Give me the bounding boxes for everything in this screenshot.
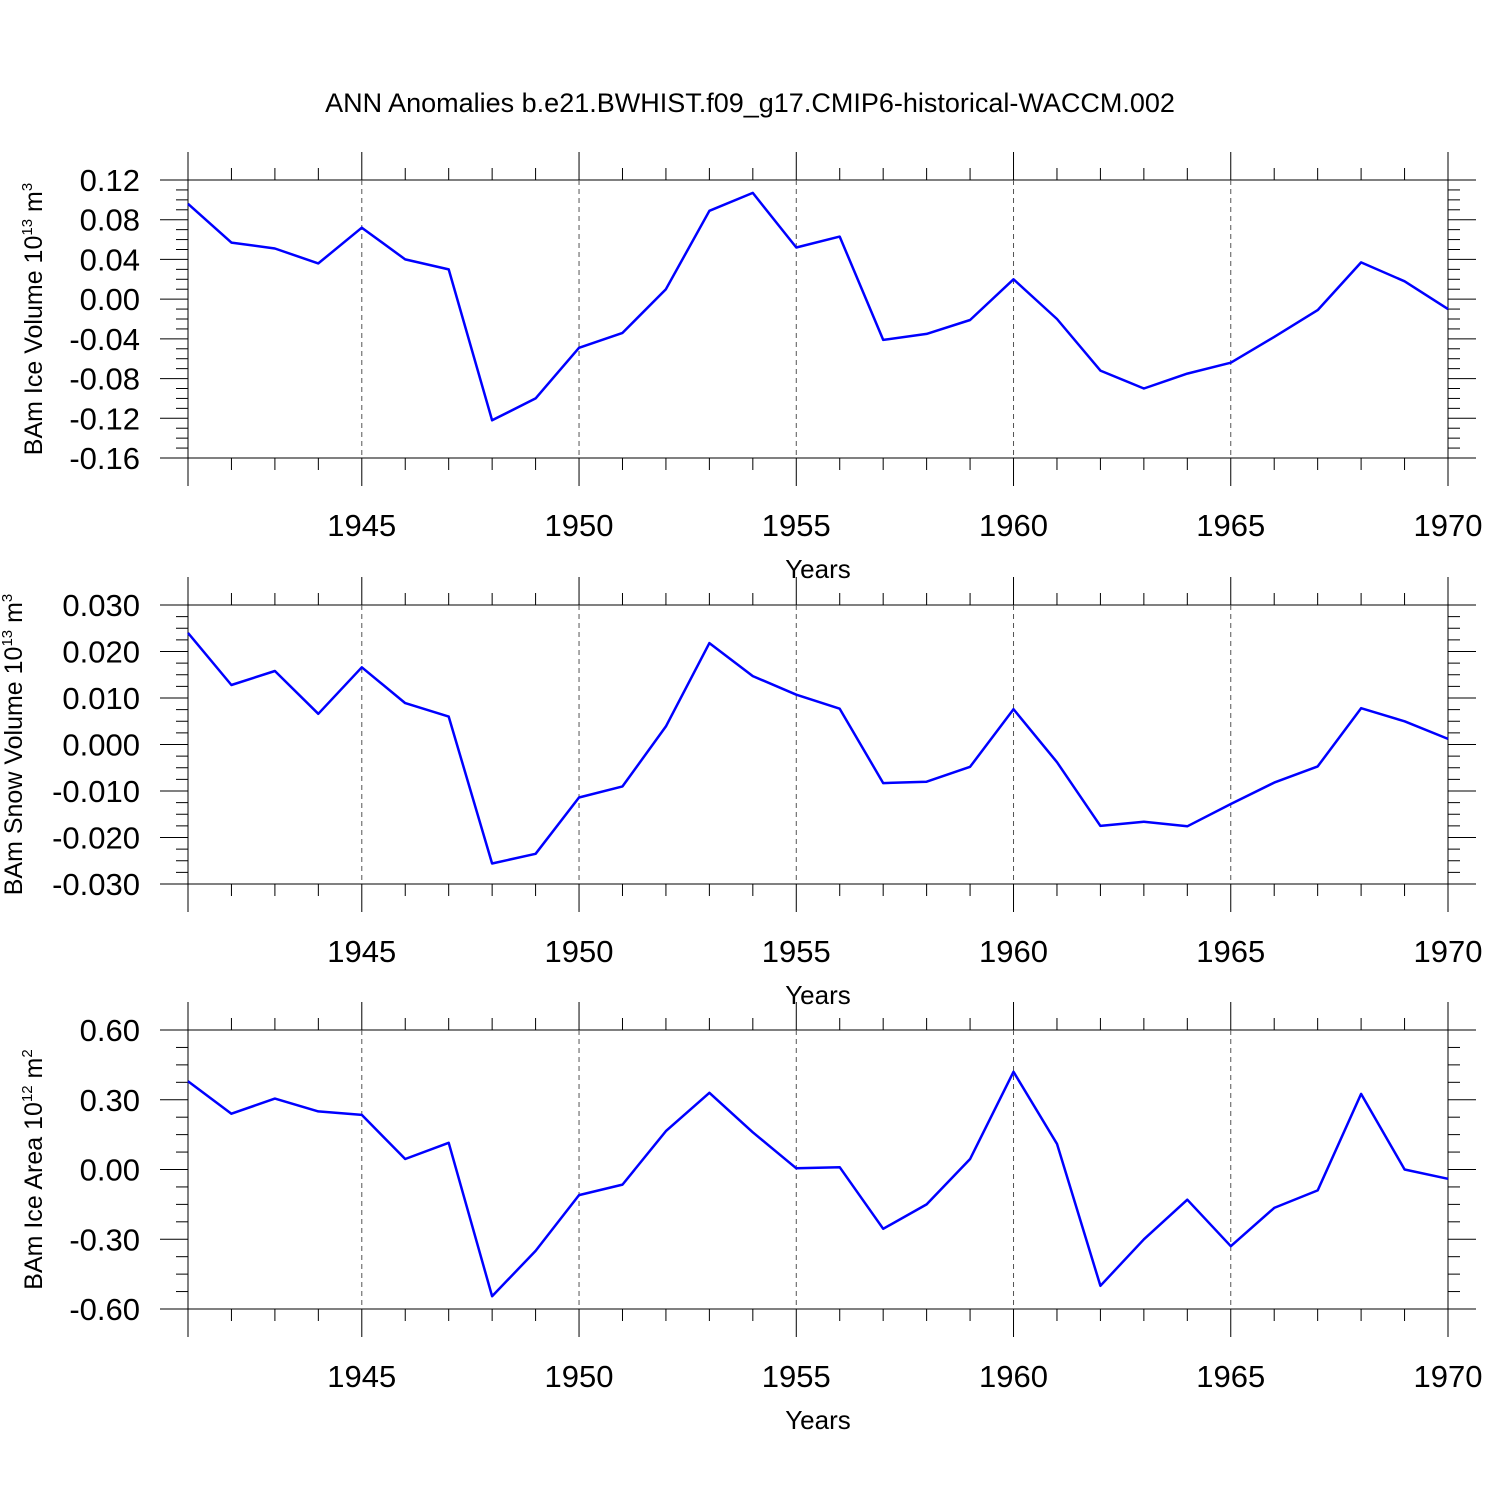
y-tick-label: -0.020 (52, 821, 140, 856)
y-tick-label: -0.30 (69, 1222, 140, 1257)
x-tick-label: 1950 (545, 1359, 614, 1394)
y-tick-label: 0.030 (62, 588, 140, 623)
x-tick-label: 1945 (327, 934, 396, 969)
y-tick-label: -0.010 (52, 774, 140, 809)
y-tick-label: -0.08 (69, 362, 140, 397)
y-tick-label: 0.00 (80, 282, 140, 317)
x-tick-label: 1965 (1196, 934, 1265, 969)
y-tick-label: 0.000 (62, 728, 140, 763)
y-tick-label: -0.60 (69, 1292, 140, 1327)
y-axis-label: BAm Ice Area 1012 m2 (19, 1049, 48, 1289)
chart-panel-2: 0.030 0.020 0.010 0.000 -0.010 -0.020 -0.030 19… (0, 577, 1482, 1010)
x-tick-label: 1965 (1196, 508, 1265, 543)
y-tick-label: -0.030 (52, 867, 140, 902)
x-tick-label: 1960 (979, 1359, 1048, 1394)
y-tick-label: 0.08 (80, 203, 140, 238)
x-axis-label: Years (785, 980, 851, 1010)
y-axis-label: BAm Snow Volume 1013 m3 (0, 594, 28, 896)
x-tick-label: 1970 (1414, 508, 1483, 543)
x-tick-label: 1965 (1196, 1359, 1265, 1394)
x-tick-label: 1955 (762, 1359, 831, 1394)
x-tick-label: 1960 (979, 934, 1048, 969)
x-tick-label: 1960 (979, 508, 1048, 543)
y-tick-label: 0.04 (80, 242, 140, 277)
y-tick-label: 0.00 (80, 1153, 140, 1188)
x-axis-label: Years (785, 1405, 851, 1435)
x-tick-label: 1955 (762, 508, 831, 543)
page-title: ANN Anomalies b.e21.BWHIST.f09_g17.CMIP6… (325, 88, 1175, 118)
y-tick-label: 0.60 (80, 1013, 140, 1048)
x-tick-label: 1950 (545, 508, 614, 543)
y-axis-label: BAm Ice Volume 1013 m3 (19, 183, 48, 455)
chart-panel-1: 0.12 0.08 0.04 0.00 -0.04 -0.08 -0.12 -0.16 1945… (19, 152, 1482, 584)
y-tick-label: 0.30 (80, 1083, 140, 1118)
x-tick-label: 1955 (762, 934, 831, 969)
x-tick-label: 1950 (545, 934, 614, 969)
y-tick-label: -0.12 (69, 401, 140, 436)
x-tick-label: 1945 (327, 1359, 396, 1394)
series-line (187, 1070, 1449, 1298)
series-line (187, 632, 1449, 865)
x-axis-label: Years (785, 554, 851, 584)
y-tick-label: 0.12 (80, 163, 140, 198)
series-line (187, 191, 1449, 422)
x-tick-label: 1970 (1414, 1359, 1483, 1394)
y-tick-label: -0.16 (69, 441, 140, 476)
y-tick-label: -0.04 (69, 322, 140, 357)
y-tick-label: 0.010 (62, 681, 140, 716)
x-tick-label: 1945 (327, 508, 396, 543)
x-tick-label: 1970 (1414, 934, 1483, 969)
chart-panel-3: 0.60 0.30 0.00 -0.30 -0.60 1945 1950 1955 1960 19… (19, 1002, 1482, 1435)
y-tick-label: 0.020 (62, 635, 140, 670)
